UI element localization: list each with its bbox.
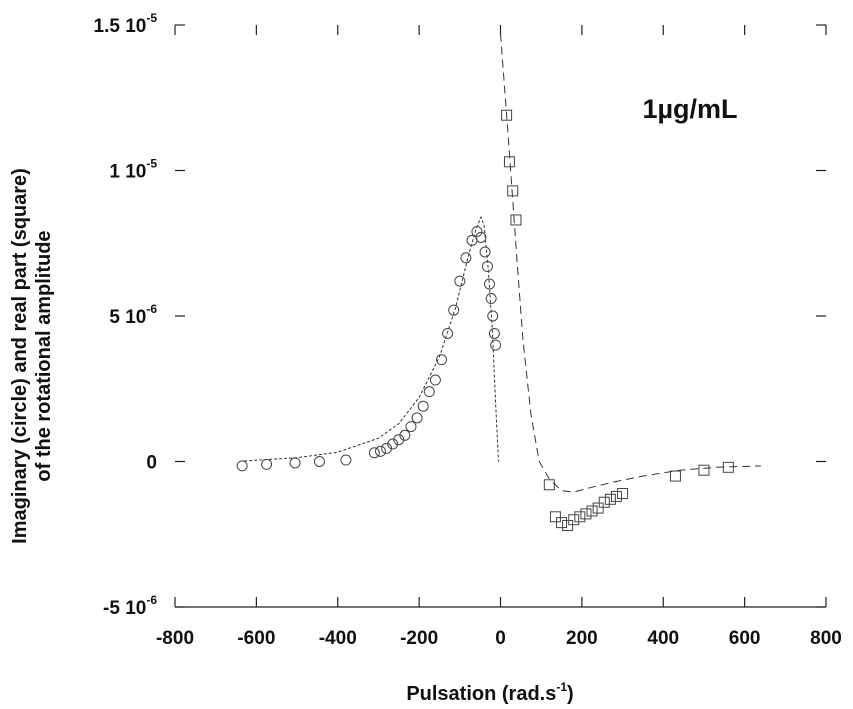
circle-point xyxy=(374,445,386,457)
square-point xyxy=(510,214,522,226)
circle-point xyxy=(442,327,454,339)
x-tick-label: -800 xyxy=(156,628,194,649)
fit-curves xyxy=(244,33,761,493)
circle-point xyxy=(436,354,448,366)
square-point xyxy=(580,508,592,520)
circle-point xyxy=(481,261,493,273)
x-tick-label: 800 xyxy=(810,628,842,649)
x-axis-ticks: -800 -600 -400 -200 0 200 400 600 800 xyxy=(156,25,842,649)
circle-point xyxy=(236,460,248,472)
circle-point xyxy=(423,386,435,398)
y-tick-label: -5 10-6 xyxy=(103,593,157,619)
square-point xyxy=(669,470,681,482)
square-point xyxy=(610,490,622,502)
x-tick-label: -400 xyxy=(319,628,357,649)
y-tick-label: 1 10-5 xyxy=(109,157,157,183)
circle-point xyxy=(429,374,441,386)
circle-point xyxy=(487,310,499,322)
circle-point xyxy=(488,327,500,339)
x-axis-title-exp: -1 xyxy=(556,680,567,694)
circle-point xyxy=(261,458,273,470)
circle-point xyxy=(387,438,399,450)
x-tick-label: 600 xyxy=(729,628,761,649)
square-point xyxy=(604,493,616,505)
square-point xyxy=(543,479,555,491)
square-point xyxy=(556,517,568,529)
y-tick-label: 1.5 10-5 xyxy=(94,11,158,37)
circle-point xyxy=(399,429,411,441)
square-point xyxy=(507,185,519,197)
x-tick-label: 0 xyxy=(495,628,506,649)
circle-point xyxy=(411,412,423,424)
circle-point xyxy=(475,231,487,243)
circle-point xyxy=(490,339,502,351)
circle-point xyxy=(485,293,497,305)
square-point xyxy=(592,502,604,514)
x-tick-label: 400 xyxy=(647,628,679,649)
square-point xyxy=(722,461,734,473)
square-point xyxy=(501,109,513,121)
annotation-concentration: 1µg/mL xyxy=(642,94,737,124)
square-point xyxy=(698,464,710,476)
square-point xyxy=(586,505,598,517)
x-axis-title-close: ) xyxy=(567,683,574,705)
y-axis-title-line2: of the rotational amplitude xyxy=(33,230,55,481)
x-axis-title: Pulsation (rad.s-1) xyxy=(406,680,573,705)
square-point xyxy=(568,514,580,526)
circle-point xyxy=(368,447,380,459)
x-tick-label: 200 xyxy=(566,628,598,649)
circle-point xyxy=(471,226,483,238)
circle-point xyxy=(381,442,393,454)
circle-point xyxy=(417,400,429,412)
x-tick-label: -600 xyxy=(237,628,275,649)
square-point xyxy=(562,520,574,532)
square-point xyxy=(549,511,561,523)
y-axis-title-line1: Imaginary (circle) and real part (square… xyxy=(9,168,31,544)
x-axis-title-main: Pulsation (rad.s xyxy=(406,683,556,705)
circle-point xyxy=(454,275,466,287)
circle-point xyxy=(393,434,405,446)
circle-point xyxy=(460,252,472,264)
square-point xyxy=(598,496,610,508)
data-markers xyxy=(236,109,734,532)
circle-point xyxy=(289,457,301,469)
x-tick-label: -200 xyxy=(400,628,438,649)
real-part-fit-curve xyxy=(500,33,761,493)
circle-point xyxy=(484,278,496,290)
imaginary-part-fit-curve xyxy=(244,215,499,462)
circle-point xyxy=(313,456,325,467)
y-axis-ticks: -5 10-6 0 5 10-6 1 10-5 1.5 10-5 xyxy=(94,11,826,619)
circle-point xyxy=(479,246,491,258)
square-point xyxy=(503,156,515,168)
y-tick-label: 5 10-6 xyxy=(109,302,157,328)
square-point xyxy=(574,511,586,523)
square-point xyxy=(617,488,629,500)
circle-point xyxy=(448,304,460,316)
circle-point xyxy=(405,421,417,433)
circle-point xyxy=(340,454,352,466)
y-tick-label: 0 xyxy=(146,453,157,474)
